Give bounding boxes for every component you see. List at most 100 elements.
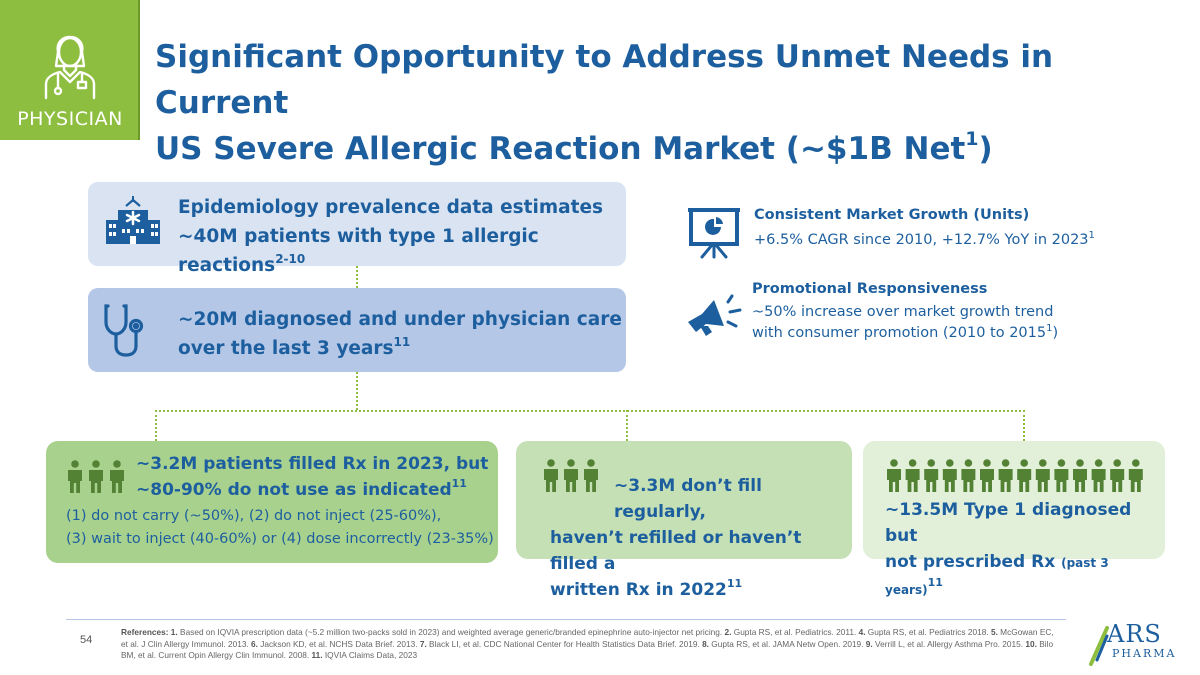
hospital-icon bbox=[106, 196, 160, 244]
unfilled-rx-heading: ~3.3M don’t fill regularly, haven’t refi… bbox=[550, 473, 850, 603]
filled-rx-line-2: ~80-90% do not use as indicated11 bbox=[136, 477, 496, 503]
person-icon bbox=[564, 459, 578, 492]
title-line-2: US Severe Allergic Reaction Market (~$1B… bbox=[155, 126, 1185, 172]
references: References: 1. Based on IQVIA prescripti… bbox=[121, 627, 1056, 662]
reference-text: Jackson KD, et al. NCHS Data Brief. 2013… bbox=[257, 638, 420, 649]
person-icon bbox=[1054, 459, 1069, 492]
promotion-footnote: 1 bbox=[1046, 323, 1053, 334]
reference-number: 5. bbox=[990, 627, 998, 637]
reference-number: 7. bbox=[419, 638, 427, 649]
person-icon bbox=[980, 459, 994, 492]
megaphone-icon bbox=[688, 294, 742, 336]
reference-number: 6. bbox=[251, 638, 258, 649]
promotion-close-paren: ) bbox=[1052, 325, 1059, 341]
filled-rx-details: (1) do not carry (~50%), (2) do not inje… bbox=[66, 505, 496, 551]
promotion-line-2: with consumer promotion (2010 to 20151) bbox=[752, 323, 1172, 344]
epidemiology-line-1: Epidemiology prevalence data estimates bbox=[178, 197, 604, 218]
reference-text: Gupta RS, et al. Pediatrics 2018. bbox=[865, 627, 991, 637]
promotion-title: Promotional Responsiveness bbox=[752, 281, 988, 297]
not-prescribed-line-2: not prescribed Rx (past 3 years)11 bbox=[885, 549, 1163, 603]
person-icon bbox=[1091, 459, 1106, 492]
diagnosed-box bbox=[88, 288, 626, 372]
connector-dx-split bbox=[356, 372, 358, 410]
title-line-2-text: US Severe Allergic Reaction Market (~$1B… bbox=[155, 131, 966, 167]
promotion-body: ~50% increase over market growth trend w… bbox=[752, 302, 1172, 344]
filled-rx-footnote: 11 bbox=[451, 477, 467, 490]
person-icon bbox=[544, 459, 558, 492]
person-icon bbox=[68, 460, 82, 493]
filled-rx-line-1: ~3.2M patients filled Rx in 2023, but bbox=[136, 454, 489, 474]
reference-text: Black LI, et al. CDC National Center for… bbox=[426, 638, 703, 649]
not-prescribed-heading: ~13.5M Type 1 diagnosed but not prescrib… bbox=[885, 497, 1163, 603]
person-icon bbox=[961, 459, 976, 492]
people-group-icon bbox=[887, 459, 1143, 492]
page-number: 54 bbox=[80, 634, 93, 646]
connector-horizontal bbox=[155, 410, 1025, 412]
growth-title: Consistent Market Growth (Units) bbox=[754, 207, 1030, 223]
epidemiology-line-2-text: ~40M patients with type 1 allergic react… bbox=[178, 226, 539, 276]
connector-card3 bbox=[1023, 410, 1025, 441]
growth-footnote: 1 bbox=[1088, 230, 1095, 241]
person-icon bbox=[584, 459, 598, 492]
filled-rx-detail-2: (3) wait to inject (40-60%) or (4) dose … bbox=[66, 531, 494, 547]
not-prescribed-footnote: 11 bbox=[927, 576, 943, 589]
unfilled-rx-footnote: 11 bbox=[726, 577, 743, 590]
physician-icon bbox=[44, 35, 96, 100]
reference-text: IQVIA Claims Data, 2023 bbox=[322, 650, 418, 660]
reference-number: 11. bbox=[311, 650, 323, 660]
unfilled-rx-line-2: haven’t refilled or haven’t filled a bbox=[550, 528, 802, 574]
badge-accent-stripe bbox=[138, 0, 140, 140]
connector-epi-dx bbox=[356, 266, 358, 288]
person-icon bbox=[905, 459, 920, 492]
reference-text: Based on IQVIA prescription data (~5.2 m… bbox=[177, 627, 725, 637]
title-footnote: 1 bbox=[965, 128, 979, 150]
footer-rule bbox=[66, 619, 1066, 620]
reference-text: Gupta RS, et al. JAMA Netw Open. 2019. bbox=[708, 638, 866, 649]
epidemiology-text: Epidemiology prevalence data estimates ~… bbox=[178, 193, 623, 280]
person-icon bbox=[89, 460, 103, 493]
logo-mark-icon bbox=[1089, 626, 1109, 666]
filled-rx-card bbox=[46, 441, 498, 563]
page-title: Significant Opportunity to Address Unmet… bbox=[155, 34, 1185, 172]
person-icon bbox=[1073, 459, 1087, 492]
person-icon bbox=[1035, 459, 1050, 492]
filled-rx-heading: ~3.2M patients filled Rx in 2023, but ~8… bbox=[136, 451, 496, 503]
presentation-chart-icon bbox=[688, 208, 740, 259]
person-icon bbox=[1128, 459, 1143, 492]
filled-rx-line-2-text: ~80-90% do not use as indicated bbox=[136, 480, 452, 500]
epidemiology-line-2: ~40M patients with type 1 allergic react… bbox=[178, 222, 623, 280]
title-close-paren: ) bbox=[978, 131, 993, 167]
people-group-icon bbox=[544, 459, 598, 492]
reference-text: McGowan EC, et al. J Clin Allergy Immuno… bbox=[121, 627, 1054, 649]
stethoscope-icon bbox=[104, 304, 144, 357]
person-icon bbox=[924, 459, 939, 492]
promotion-line-2-text: with consumer promotion (2010 to 2015 bbox=[752, 325, 1047, 341]
diagnosed-line-2-text: over the last 3 years bbox=[178, 338, 394, 359]
reference-number: 2. bbox=[724, 627, 732, 637]
growth-body-text: +6.5% CAGR since 2010, +12.7% YoY in 202… bbox=[754, 232, 1089, 248]
reference-text: Bilo BM, et al. Current Opin Allergy Cli… bbox=[121, 638, 1054, 661]
epidemiology-box bbox=[88, 182, 626, 266]
diagnosed-line-1: ~20M diagnosed and under physician care bbox=[178, 309, 622, 330]
unfilled-rx-line-3-text: written Rx in 2022 bbox=[550, 580, 727, 600]
reference-number: 4. bbox=[858, 627, 866, 637]
logo-wordmark: ARS bbox=[1107, 620, 1162, 648]
epidemiology-footnote: 2-10 bbox=[275, 252, 306, 266]
person-icon bbox=[110, 460, 124, 493]
person-icon bbox=[1110, 459, 1125, 492]
person-icon bbox=[887, 459, 901, 492]
not-prescribed-line-1: ~13.5M Type 1 diagnosed but bbox=[885, 500, 1132, 546]
diagnosed-line-2: over the last 3 years11 bbox=[178, 334, 623, 363]
connector-card2 bbox=[626, 410, 628, 441]
not-prescribed-line-2-text: not prescribed Rx bbox=[885, 552, 1056, 572]
reference-number: 10. bbox=[1025, 638, 1037, 649]
logo-subtext: PHARMA bbox=[1112, 647, 1177, 660]
reference-number: 9. bbox=[865, 638, 873, 649]
physician-badge: PHYSICIAN bbox=[0, 0, 140, 140]
unfilled-rx-line-3: written Rx in 202211 bbox=[550, 577, 850, 603]
people-group-icon bbox=[68, 460, 124, 493]
growth-body: +6.5% CAGR since 2010, +12.7% YoY in 202… bbox=[754, 230, 1174, 251]
title-line-1: Significant Opportunity to Address Unmet… bbox=[155, 39, 1054, 121]
reference-text: Gupta RS, et al. Pediatrics. 2011. bbox=[731, 627, 859, 637]
badge-label: PHYSICIAN bbox=[17, 108, 123, 130]
